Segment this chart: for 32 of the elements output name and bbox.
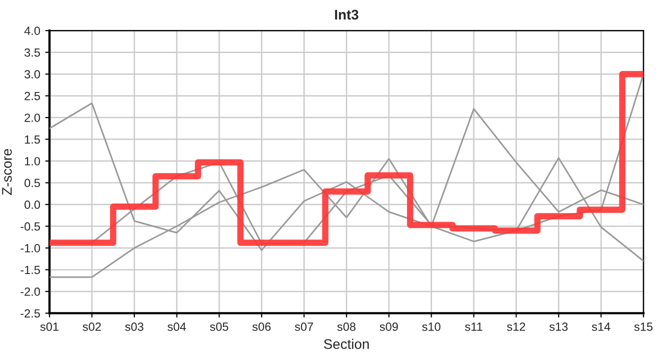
x-tick-label: s05: [210, 322, 228, 331]
x-tick-label: s08: [337, 322, 356, 331]
x-tick-label: s06: [252, 322, 271, 331]
y-tick-label: 1.0: [24, 157, 40, 166]
y-tick-label: -1.0: [20, 244, 40, 252]
x-tick-label: s01: [40, 322, 58, 331]
x-tick-label: s03: [125, 322, 144, 331]
x-axis-title: Section: [324, 338, 369, 349]
x-tick-label: s14: [592, 322, 610, 331]
y-tick-label: 2.5: [24, 92, 40, 100]
x-tick-label: s12: [507, 322, 526, 331]
y-tick-label: -2.5: [20, 309, 40, 318]
x-tick-label: s02: [82, 322, 101, 331]
x-tick-label: s13: [549, 322, 568, 331]
y-tick-label: 3.0: [24, 70, 40, 78]
y-tick-label: 2.0: [24, 114, 40, 122]
y-tick-label: 1.5: [24, 135, 40, 144]
y-tick-label: 0.0: [24, 200, 40, 209]
x-tick-label: s04: [168, 322, 186, 331]
chart-title: Int3: [335, 10, 358, 20]
x-tick-label: s07: [294, 322, 313, 331]
y-tick-label: 0.5: [24, 178, 40, 188]
x-tick-label: s11: [465, 322, 482, 331]
y-tick-label: -2.0: [20, 287, 40, 296]
x-tick-label: s09: [380, 322, 398, 331]
x-tick-label: s15: [634, 322, 653, 331]
y-tick-label: -0.5: [20, 222, 40, 231]
y-tick-label: -1.5: [20, 266, 40, 274]
y-axis-title: Z-score: [2, 148, 12, 195]
y-tick-label: 3.5: [24, 48, 40, 57]
x-tick-label: s10: [422, 322, 440, 331]
y-tick-label: 4.0: [24, 26, 40, 35]
